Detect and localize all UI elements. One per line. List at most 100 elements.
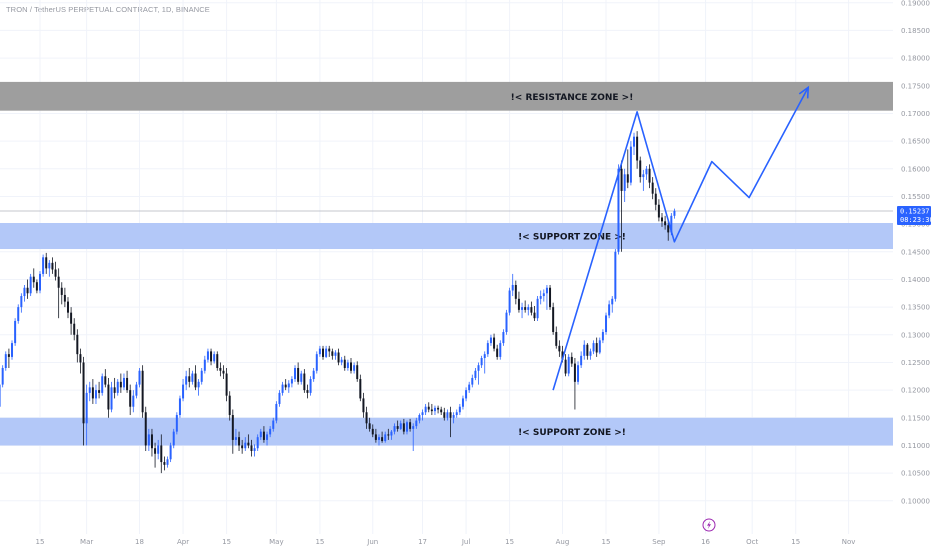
- candle-body: [294, 367, 297, 380]
- candle-body: [175, 415, 178, 432]
- candle-body: [589, 351, 592, 356]
- candle-body: [387, 434, 390, 436]
- candle-body: [577, 365, 580, 382]
- candle-body: [216, 354, 219, 368]
- candle-body: [496, 348, 499, 357]
- candle-body: [63, 294, 66, 302]
- candle-body: [455, 412, 458, 416]
- time-tick-label: Nov: [842, 538, 856, 546]
- candle-body: [667, 225, 670, 233]
- lightning-icon-bolt: [707, 521, 711, 529]
- candle-body: [200, 370, 203, 382]
- candle-body: [234, 437, 237, 440]
- candle-body: [20, 296, 23, 308]
- candle-body: [315, 354, 318, 371]
- candle-body: [228, 395, 231, 416]
- candle-series: [0, 131, 676, 474]
- candle-body: [1, 367, 4, 385]
- candle-body: [633, 136, 636, 147]
- candle-body: [154, 448, 157, 454]
- candle-body: [219, 367, 222, 371]
- candle-body: [611, 298, 614, 305]
- candle-body: [446, 412, 449, 418]
- candle-body: [278, 392, 281, 404]
- time-tick-label: Oct: [746, 538, 758, 546]
- candle-body: [284, 384, 287, 388]
- candle-body: [73, 323, 76, 335]
- lightning-icon[interactable]: [702, 518, 716, 532]
- candle-body: [262, 431, 265, 440]
- candle-body: [266, 434, 269, 440]
- price-axis[interactable]: 0.19000 0.18500 0.18000 0.17500 0.17000 0.165…: [901, 0, 930, 505]
- candle-body: [135, 384, 138, 396]
- candle-body: [449, 412, 452, 418]
- candle-body: [626, 174, 629, 183]
- candle-body: [598, 340, 601, 353]
- price-tick-label: 0.19000: [901, 0, 930, 7]
- candle-body: [157, 445, 160, 454]
- candle-body: [222, 370, 225, 374]
- candle-body: [331, 351, 334, 356]
- candle-body: [608, 304, 611, 316]
- projection-arrowhead: [798, 85, 810, 99]
- candle-body: [374, 434, 377, 440]
- time-tick-label: 15: [36, 538, 45, 546]
- candle-body: [17, 307, 20, 321]
- candle-body: [79, 354, 82, 363]
- candle-body: [225, 373, 228, 396]
- candle-body: [337, 352, 340, 363]
- candle-body: [480, 358, 483, 366]
- grid: [0, 0, 893, 534]
- candle-body: [306, 390, 309, 393]
- zone-label: !< SUPPORT ZONE >!: [518, 233, 626, 243]
- price-tick-label: 0.14000: [901, 276, 930, 284]
- candle-body: [542, 293, 545, 297]
- candle-body: [60, 287, 63, 295]
- candle-body: [561, 351, 564, 360]
- candle-body: [76, 334, 79, 355]
- candle-body: [272, 420, 275, 429]
- time-tick-label: 15: [222, 538, 231, 546]
- candle-body: [0, 384, 1, 407]
- candle-body: [393, 426, 396, 432]
- candle-body: [23, 287, 26, 297]
- projection-line: [552, 87, 809, 391]
- candle-body: [85, 392, 88, 424]
- candle-body: [601, 332, 604, 341]
- candle-body: [614, 251, 617, 299]
- candle-body: [514, 284, 517, 299]
- projection-drawing[interactable]: [552, 85, 810, 391]
- candle-body: [185, 376, 188, 385]
- candle-body: [474, 370, 477, 378]
- candle-body: [42, 257, 45, 274]
- candle-body: [203, 359, 206, 371]
- candle-body: [14, 320, 17, 344]
- price-tick-label: 0.17500: [901, 82, 930, 90]
- candle-body: [390, 431, 393, 436]
- price-tick-label: 0.18500: [901, 27, 930, 35]
- candle-body: [505, 312, 508, 333]
- price-tick-label: 0.16500: [901, 138, 930, 146]
- candle-body: [452, 415, 455, 418]
- candle-body: [244, 442, 247, 449]
- lightning-icon-ring: [702, 518, 716, 532]
- candle-body: [356, 365, 359, 380]
- candle-body: [664, 221, 667, 226]
- candle-body: [409, 422, 412, 429]
- candle-body: [424, 406, 427, 413]
- candle-body: [163, 462, 166, 465]
- time-tick-label: 15: [505, 538, 514, 546]
- candle-body: [502, 332, 505, 344]
- chart-title: TRON / TetherUS PERPETUAL CONTRACT, 1D, …: [6, 5, 210, 14]
- candle-body: [48, 262, 51, 269]
- candle-body: [107, 384, 110, 410]
- candle-body: [657, 204, 660, 218]
- candle-body: [583, 344, 586, 356]
- candle-body: [256, 437, 259, 449]
- time-axis[interactable]: 15 Mar 18 Apr 15 May 15 Jun 17 Jul 15 Aug 15 Sep 16 Oct…: [36, 538, 856, 546]
- candle-body: [169, 445, 172, 460]
- candle-body: [673, 210, 676, 216]
- candle-body: [418, 415, 421, 421]
